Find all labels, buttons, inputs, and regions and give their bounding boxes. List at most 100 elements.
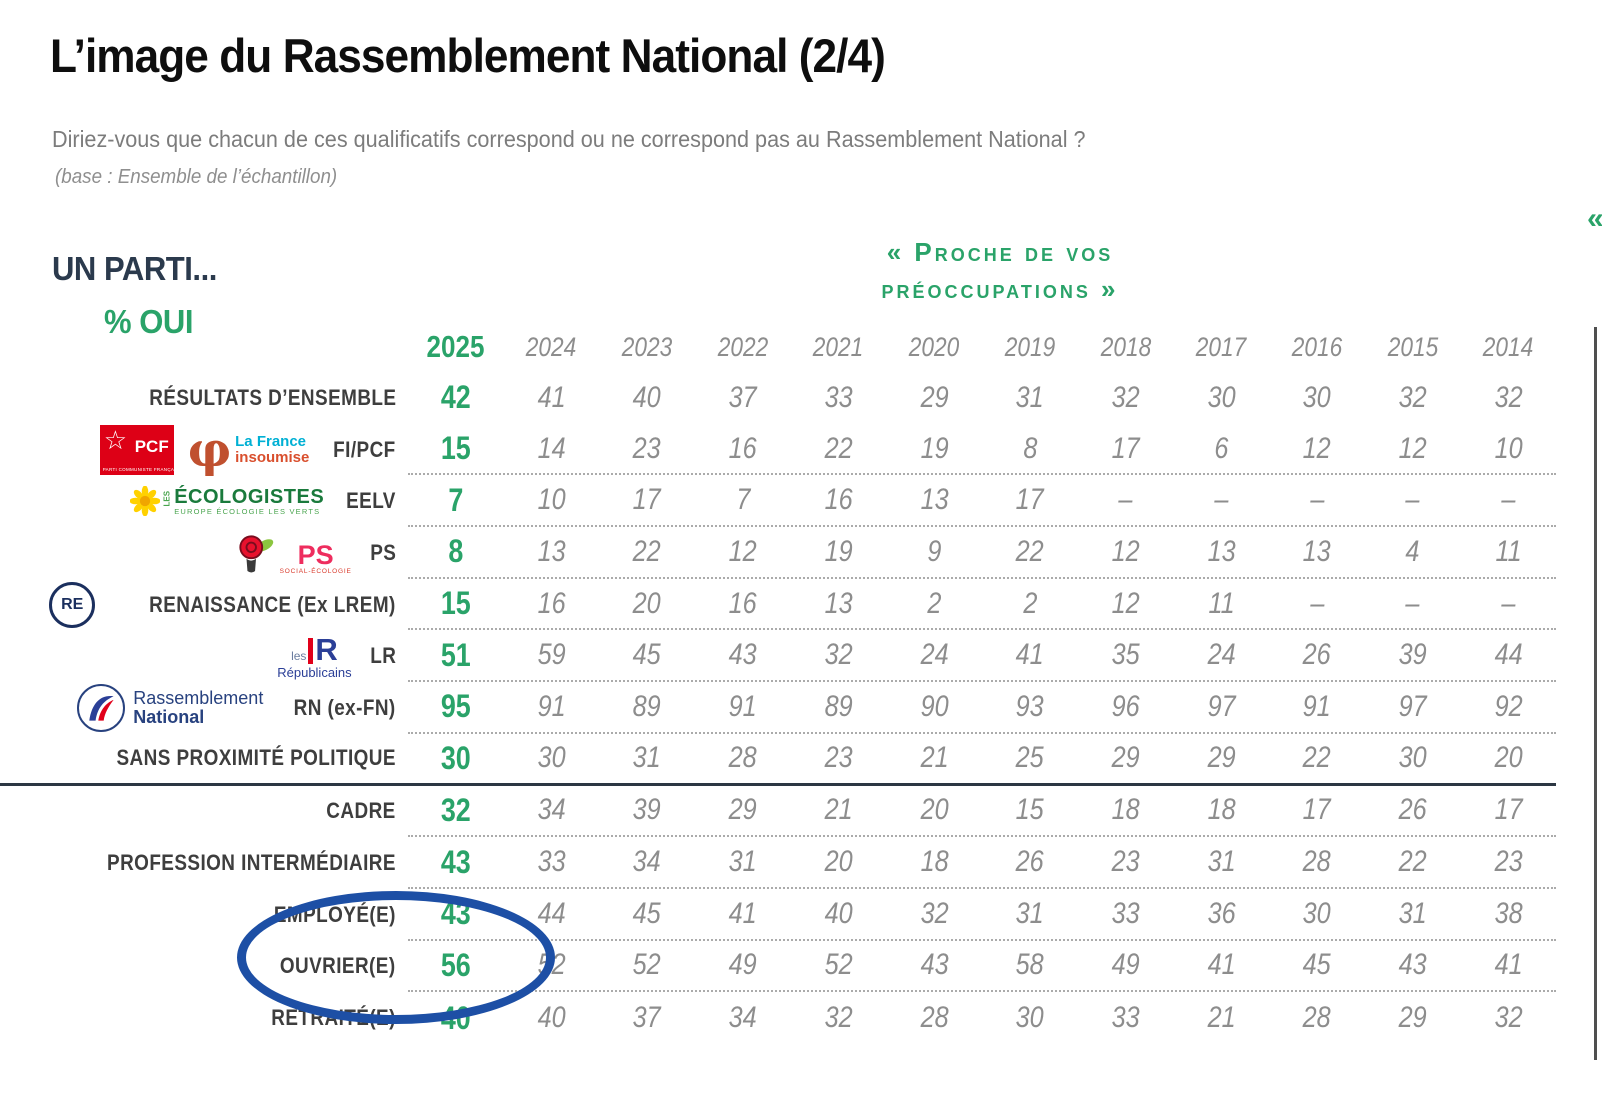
lr-logo-subtext: Républicains (277, 664, 352, 680)
value-cell: 21 (920, 741, 949, 775)
table-row: PS SOCIAL-ÉCOLOGIE PS 8 13 22 12 19 9 22 12 13 13 4… (0, 527, 1556, 579)
value-cell: 45 (633, 896, 662, 930)
value-cell: 95 (440, 688, 471, 725)
value-cell: 97 (1398, 689, 1427, 723)
value-cell: 34 (537, 793, 566, 827)
value-cell: 49 (728, 948, 757, 982)
year-header-2020: 2020 (908, 331, 960, 362)
value-cell: 12 (1111, 534, 1140, 568)
value-cell: 31 (1398, 896, 1427, 930)
value-cell: 6 (1214, 431, 1229, 465)
rn-logo-text1: Rassemblement (133, 687, 264, 708)
quote-heading: « Proche de vos préoccupations » (881, 237, 1119, 304)
value-cell: 29 (728, 793, 757, 827)
table-row: OUVRIER(E) 56 52 52 49 52 43 58 49 41 45 43 41 (0, 941, 1556, 993)
pcf-logo: ☆ PCF PARTI COMMUNISTE FRANÇAIS (99, 424, 179, 475)
value-cell: 41 (1494, 948, 1523, 982)
value-cell: – (1501, 483, 1516, 517)
value-cell: 4 (1405, 534, 1420, 568)
value-cell: 20 (633, 586, 662, 620)
value-cell: 16 (824, 483, 853, 517)
year-header-2019: 2019 (1004, 331, 1056, 362)
value-cell: 33 (537, 845, 566, 879)
value-cell: 24 (920, 638, 949, 672)
value-cell: – (1405, 483, 1420, 517)
value-cell: 30 (1302, 380, 1331, 414)
value-cell: 20 (920, 793, 949, 827)
table-row: SANS PROXIMITÉ POLITIQUE 30 30 31 28 23 21 25 29… (0, 734, 1556, 786)
value-cell: 49 (1111, 948, 1140, 982)
value-cell: 17 (1111, 431, 1140, 465)
value-cell: 33 (1111, 1001, 1140, 1035)
value-cell: 2 (1022, 586, 1037, 620)
value-cell: 9 (927, 534, 942, 568)
value-cell: 19 (920, 431, 949, 465)
value-cell: 21 (824, 793, 853, 827)
value-cell: 38 (1494, 896, 1523, 930)
value-cell: 31 (728, 845, 757, 879)
table-row: RÉSULTATS D’ENSEMBLE 42 41 40 37 33 29 31 32 30 30… (0, 372, 1556, 424)
year-header-2016: 2016 (1291, 331, 1343, 362)
value-cell: 13 (537, 534, 566, 568)
value-cell: 22 (1015, 534, 1044, 568)
value-cell: 43 (728, 638, 757, 672)
value-cell: 43 (920, 948, 949, 982)
value-cell: 30 (1015, 1001, 1044, 1035)
value-cell: 90 (920, 689, 949, 723)
value-cell: 51 (440, 636, 471, 673)
value-cell: 28 (1302, 1001, 1331, 1035)
row-label: RENAISSANCE (Ex LREM) (149, 591, 396, 617)
lr-les-text: les (291, 648, 307, 663)
value-cell: 15 (440, 585, 471, 622)
pcf-logo-subtext: PARTI COMMUNISTE FRANÇAIS (102, 466, 180, 472)
value-cell: 40 (633, 380, 662, 414)
value-cell: 30 (537, 741, 566, 775)
table-row: Rassemblement National RN (ex-FN) 95 91 89 9… (0, 682, 1556, 734)
value-cell: 41 (728, 896, 757, 930)
ecologistes-logo-text: ÉCOLOGISTES (174, 485, 325, 508)
value-cell: 2 (927, 586, 942, 620)
value-cell: 12 (1398, 431, 1427, 465)
value-cell: 8 (1022, 431, 1037, 465)
lfi-phi-icon: φ (187, 421, 232, 478)
value-cell: 32 (920, 896, 949, 930)
year-header-2014: 2014 (1482, 331, 1534, 362)
value-cell: – (1405, 586, 1420, 620)
value-cell: 17 (1494, 793, 1523, 827)
value-cell: 13 (824, 586, 853, 620)
value-cell: 32 (824, 1001, 853, 1035)
value-cell: 24 (1207, 638, 1236, 672)
value-cell: 23 (633, 431, 662, 465)
value-cell: 59 (537, 638, 566, 672)
value-cell: 39 (633, 793, 662, 827)
highlight-ellipse (237, 891, 555, 1024)
value-cell: 32 (1494, 380, 1523, 414)
row-label: CADRE (326, 798, 396, 824)
value-cell: 32 (1398, 380, 1427, 414)
value-cell: 33 (1111, 896, 1140, 930)
lr-logo: les R Républicains (277, 634, 351, 679)
value-cell: 31 (1207, 845, 1236, 879)
value-cell: 30 (1207, 380, 1236, 414)
re-logo-text: RE (61, 595, 84, 613)
value-cell: 21 (1207, 1001, 1236, 1035)
value-cell: 8 (448, 533, 464, 570)
rn-logo: Rassemblement National (77, 683, 264, 732)
value-cell: 13 (1207, 534, 1236, 568)
table-row: RE RENAISSANCE (Ex LREM) 15 16 20 16 13 2 2 12 11… (0, 579, 1556, 631)
value-cell: 39 (1398, 638, 1427, 672)
value-cell: 23 (1111, 845, 1140, 879)
lfi-logo: φ La France insoumise (187, 421, 310, 478)
value-cell: 10 (1494, 431, 1523, 465)
value-cell: 36 (1207, 896, 1236, 930)
row-label: FI/PCF (333, 436, 396, 462)
value-cell: 11 (1495, 534, 1522, 568)
rn-logo-text2: National (133, 706, 205, 727)
base-note: (base : Ensemble de l’échantillon) (55, 166, 338, 188)
value-cell: 93 (1015, 689, 1044, 723)
value-cell: 17 (1015, 483, 1044, 517)
value-cell: 58 (1015, 948, 1044, 982)
value-cell: 18 (1111, 793, 1140, 827)
year-header-row: 2025 2024 2023 2022 2021 2020 2019 2018 2017 2016… (0, 324, 1556, 370)
